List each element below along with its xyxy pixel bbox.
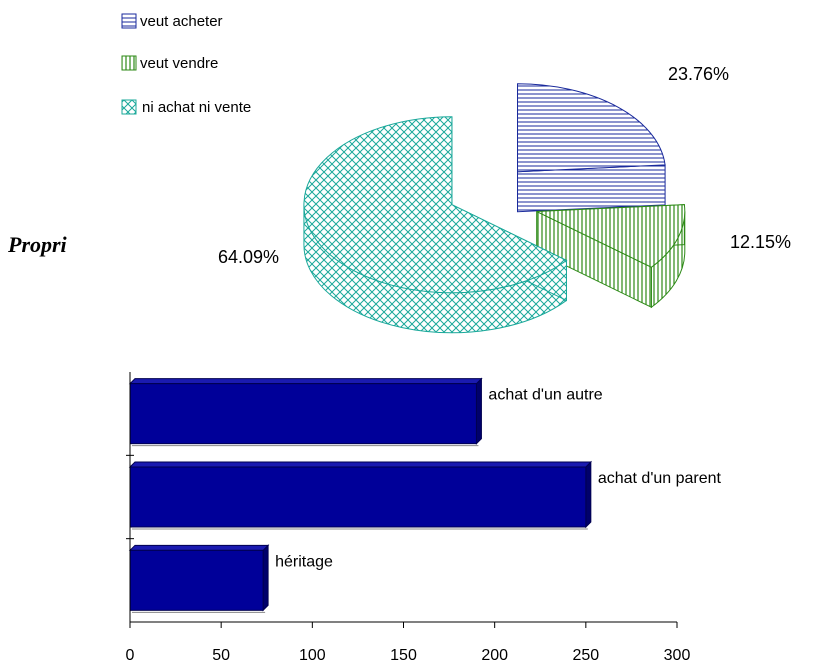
bar-label-achat-d-un-parent: achat d'un parent <box>598 470 722 487</box>
bar-label-achat-d-un-autre: achat d'un autre <box>488 387 602 404</box>
bar-achat-d-un-autre <box>129 383 477 445</box>
legend-label-veut-vendre: veut vendre <box>140 55 218 72</box>
page-heading: Propri <box>7 232 68 257</box>
bar-top-achat-d-un-parent <box>128 461 593 468</box>
x-tick-label: 50 <box>212 647 230 664</box>
pie-legend: veut acheter veut vendre ni achat ni ven… <box>121 13 251 116</box>
pie-chart: veut acheter veut vendre ni achat ni ven… <box>121 13 791 334</box>
bar-top-heritage <box>128 544 270 551</box>
bar-heritage <box>129 549 264 611</box>
legend-swatch-veut-acheter <box>121 13 137 29</box>
legend-label-ni-achat-ni-vente: ni achat ni vente <box>142 99 251 116</box>
slice-label-veut-acheter: 23.76% <box>668 64 729 84</box>
x-tick-label: 0 <box>126 647 135 664</box>
x-tick-label: 150 <box>390 647 417 664</box>
legend-swatch-veut-vendre <box>121 55 137 71</box>
bar-chart: achat d'un autre achat d'un parent héritag… <box>126 372 722 664</box>
x-tick-label: 250 <box>572 647 599 664</box>
bar-top-achat-d-un-autre <box>128 378 483 385</box>
slice-label-ni-achat-ni-vente: 64.09% <box>218 247 279 267</box>
x-axis <box>126 372 678 628</box>
bar-side-achat-d-un-autre <box>475 377 482 445</box>
pie-slice-veut-acheter <box>517 83 666 173</box>
bar-achat-d-un-parent <box>129 466 587 528</box>
pie-slices <box>303 83 686 334</box>
pie-slice-ni-achat-ni-vente <box>303 116 568 294</box>
pie-edge-veut-acheter-1 <box>517 164 666 213</box>
slice-label-veut-vendre: 12.15% <box>730 232 791 252</box>
bar-side-achat-d-un-parent <box>585 460 592 529</box>
x-tick-label: 300 <box>664 647 691 664</box>
legend-swatch-ni-achat-ni-vente <box>121 99 137 115</box>
bar-label-heritage: héritage <box>275 553 333 570</box>
bars: achat d'un autre achat d'un parent héritag… <box>128 377 722 613</box>
x-tick-label: 200 <box>481 647 508 664</box>
bar-side-heritage <box>262 544 269 612</box>
x-tick-labels: 0 50 100 150 200 250 300 <box>126 647 691 664</box>
legend-label-veut-acheter: veut acheter <box>140 13 223 30</box>
pie-slice-veut-vendre <box>536 204 686 268</box>
x-tick-label: 100 <box>299 647 326 664</box>
